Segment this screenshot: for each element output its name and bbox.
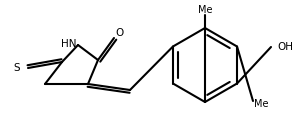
Text: HN: HN <box>60 39 76 49</box>
Text: Me: Me <box>254 99 268 109</box>
Text: S: S <box>14 63 20 73</box>
Text: Me: Me <box>198 5 212 15</box>
Text: OH: OH <box>277 42 293 52</box>
Text: O: O <box>116 28 124 38</box>
